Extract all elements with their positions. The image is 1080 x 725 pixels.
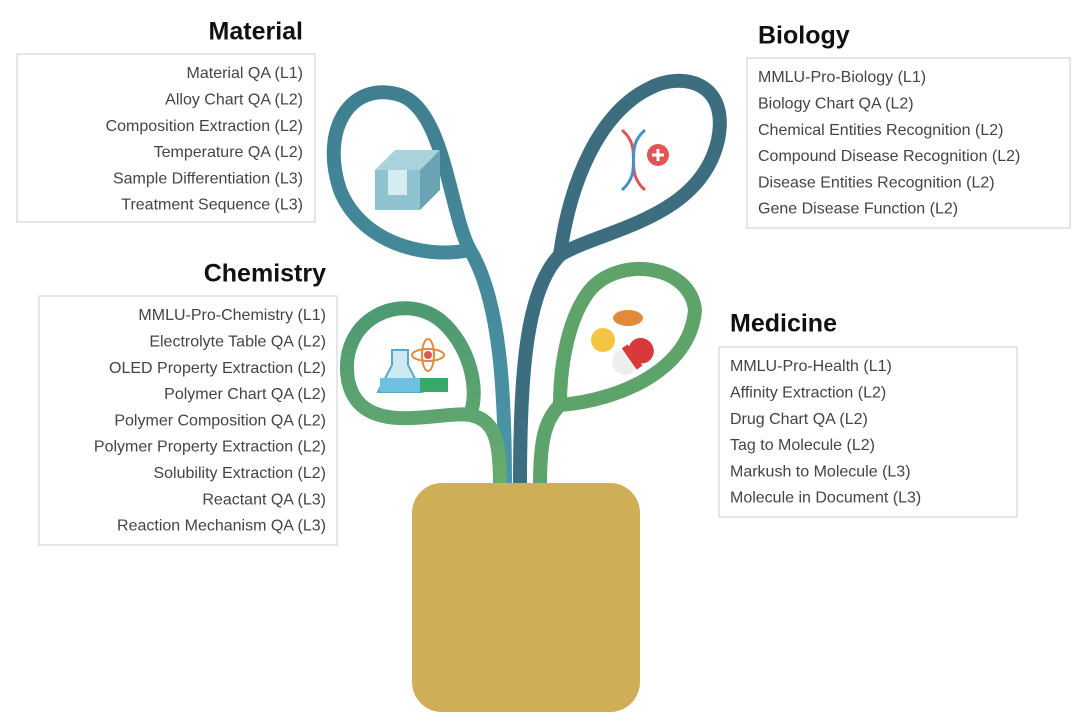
list-item: Tag to Molecule (L2) (730, 437, 875, 454)
chem-icon (376, 338, 448, 393)
beam-icon (375, 150, 440, 210)
list-item: OLED Property Extraction (L2) (109, 360, 326, 377)
list-item: Electrolyte Table QA (L2) (149, 334, 326, 351)
group-title: Biology (758, 22, 850, 50)
list-item: Reaction Mechanism QA (L3) (117, 518, 326, 535)
list-item: Solubility Extraction (L2) (153, 465, 326, 482)
list-item: Molecule in Document (L3) (730, 490, 921, 507)
list-item: Material QA (L1) (187, 65, 303, 82)
dna-icon (620, 128, 669, 192)
group-title: Material (209, 18, 303, 46)
list-item: Polymer Property Extraction (L2) (94, 439, 326, 456)
stem (326, 85, 512, 492)
list-item: Temperature QA (L2) (154, 144, 303, 161)
list-item: Sample Differentiation (L3) (113, 170, 303, 187)
list-item: Polymer Chart QA (L2) (164, 386, 326, 403)
list-item: Disease Entities Recognition (L2) (758, 174, 995, 191)
pill-icon (591, 310, 654, 376)
stem (513, 73, 727, 492)
list-item: Treatment Sequence (L3) (121, 197, 303, 214)
pot (412, 483, 640, 712)
stems (326, 73, 727, 492)
list-item: Reactant QA (L3) (202, 491, 326, 508)
stem (339, 301, 507, 492)
list-item: Biology Chart QA (L2) (758, 96, 914, 113)
stem (533, 262, 703, 492)
list-item: MMLU-Pro-Health (L1) (730, 358, 892, 375)
group-title: Medicine (730, 310, 837, 338)
list-item: MMLU-Pro-Biology (L1) (758, 69, 926, 86)
list-item: Markush to Molecule (L3) (730, 463, 911, 480)
list-item: Affinity Extraction (L2) (730, 385, 886, 402)
list-box (718, 346, 1018, 518)
list-item: Drug Chart QA (L2) (730, 411, 868, 428)
list-box (16, 53, 316, 223)
list-item: Polymer Composition QA (L2) (114, 412, 326, 429)
list-item: Composition Extraction (L2) (106, 118, 303, 135)
list-item: Compound Disease Recognition (L2) (758, 148, 1020, 165)
list-item: Chemical Entities Recognition (L2) (758, 122, 1003, 139)
list-item: Alloy Chart QA (L2) (165, 92, 303, 109)
group-title: Chemistry (204, 260, 326, 288)
list-box (746, 57, 1071, 229)
list-item: Gene Disease Function (L2) (758, 201, 958, 218)
list-box (38, 295, 338, 546)
list-item: MMLU-Pro-Chemistry (L1) (138, 307, 326, 324)
